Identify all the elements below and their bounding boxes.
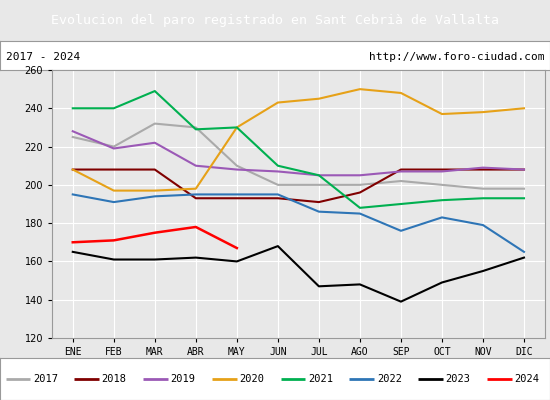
Text: 2019: 2019	[170, 374, 195, 384]
Text: 2017: 2017	[33, 374, 58, 384]
Text: 2022: 2022	[377, 374, 402, 384]
Text: 2017 - 2024: 2017 - 2024	[6, 52, 80, 62]
Text: Evolucion del paro registrado en Sant Cebrià de Vallalta: Evolucion del paro registrado en Sant Ce…	[51, 14, 499, 27]
Text: 2023: 2023	[446, 374, 470, 384]
Text: 2021: 2021	[308, 374, 333, 384]
Text: 2018: 2018	[102, 374, 126, 384]
Text: 2020: 2020	[239, 374, 264, 384]
Text: http://www.foro-ciudad.com: http://www.foro-ciudad.com	[369, 52, 544, 62]
Text: 2024: 2024	[514, 374, 539, 384]
